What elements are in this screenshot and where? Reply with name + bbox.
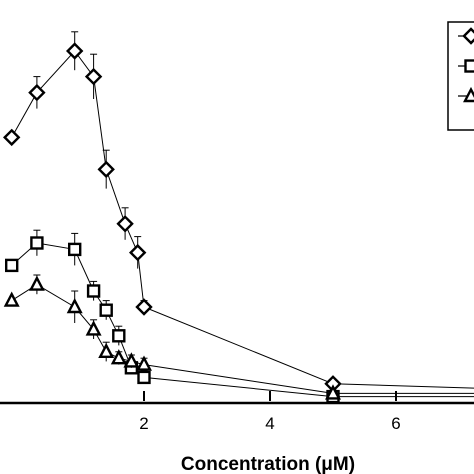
- x-axis-title: Concentration (μM): [181, 454, 355, 474]
- data-point: [4, 258, 19, 273]
- series-3-line: [11, 284, 474, 394]
- data-point: [112, 329, 126, 343]
- x-tick-label: 2: [139, 414, 148, 433]
- series-3: [3, 274, 474, 400]
- data-point: [97, 160, 115, 179]
- data-point: [67, 242, 82, 257]
- data-point: [3, 291, 20, 307]
- plot-frame: [0, 401, 474, 405]
- data-point: [99, 303, 113, 317]
- data-point: [84, 67, 103, 86]
- data-point: [98, 342, 115, 358]
- tick-layer: 2468: [139, 391, 401, 433]
- legend-marker-triangle: [463, 86, 474, 103]
- series-1-line: [11, 50, 474, 389]
- data-point: [86, 284, 101, 298]
- data-point: [85, 320, 102, 336]
- data-point: [116, 215, 134, 233]
- series-1: [3, 31, 474, 393]
- data-point: [129, 243, 147, 262]
- x-tick-label: 4: [265, 414, 274, 433]
- series-layer: [3, 31, 474, 404]
- series-2-line: [11, 242, 474, 398]
- legend-marker-square: [464, 59, 474, 73]
- data-point: [66, 42, 84, 60]
- legend: [447, 21, 474, 131]
- legend-marker-diamond: [462, 27, 474, 45]
- x-tick-label: 6: [391, 414, 400, 433]
- data-point: [28, 275, 45, 291]
- data-point: [66, 297, 83, 314]
- data-point: [135, 298, 153, 316]
- series-2: [4, 229, 474, 404]
- data-point: [30, 236, 44, 250]
- data-point: [325, 384, 341, 400]
- data-point: [137, 370, 151, 385]
- data-point: [28, 83, 46, 102]
- data-point: [123, 352, 140, 368]
- data-point: [110, 349, 127, 365]
- data-point: [3, 128, 21, 147]
- data-point: [136, 355, 152, 371]
